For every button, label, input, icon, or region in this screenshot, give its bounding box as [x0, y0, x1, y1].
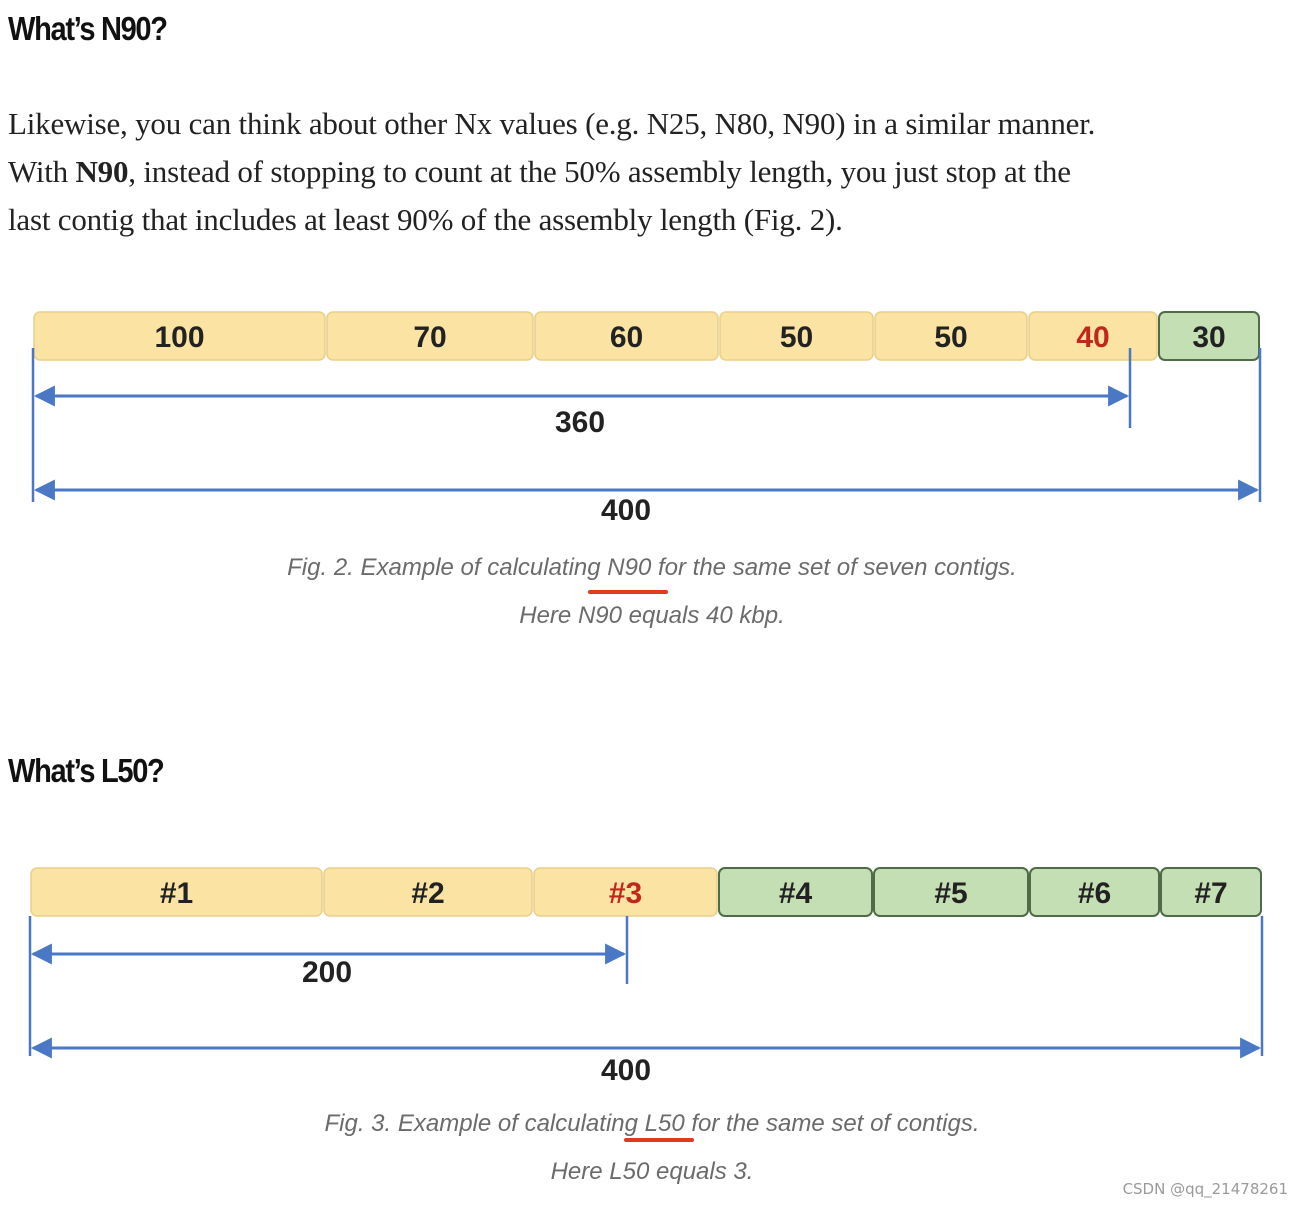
fig3-segment-3	[533, 867, 718, 917]
csdn-watermark: CSDN @qq_21478261	[1122, 1180, 1288, 1198]
fig2-label-360: 360	[555, 406, 605, 439]
figure-2-n90-diagram: 100 70 60 50 50 40 30 360 400	[0, 300, 1304, 527]
fig3-segment-label-2: #2	[411, 877, 444, 910]
paragraph-line-2-pre: With	[8, 154, 76, 189]
fig2-segment-1	[33, 311, 326, 361]
fig2-segment-7	[1158, 311, 1260, 361]
fig2-segment-label-2: 70	[413, 321, 446, 354]
fig3-label-200: 200	[302, 956, 352, 989]
fig2-segment-6	[1028, 311, 1158, 361]
fig3-segment-1	[30, 867, 323, 917]
fig3-segment-label-4: #4	[779, 877, 813, 910]
fig3-segment-2	[323, 867, 533, 917]
fig2-segment-label-4: 50	[780, 321, 813, 354]
section-heading-l50: What’s L50?	[8, 752, 165, 789]
fig2-segment-label-5: 50	[934, 321, 967, 354]
fig3-segment-7	[1160, 867, 1262, 917]
n90-red-underline	[588, 590, 668, 594]
fig3-segment-label-7: #7	[1194, 877, 1227, 910]
n90-paragraph: Likewise, you can think about other Nx v…	[8, 100, 1298, 244]
fig2-segment-3	[534, 311, 719, 361]
fig3-segment-5	[873, 867, 1029, 917]
fig2-segment-label-7: 30	[1192, 321, 1225, 354]
fig3-segment-4	[718, 867, 873, 917]
fig2-label-400: 400	[601, 494, 651, 520]
figure-3-l50-diagram: #1 #2 #3 #4 #5 #6 #7 200 400	[0, 856, 1304, 1087]
fig3-segment-label-5: #5	[934, 877, 967, 910]
paragraph-line-1: Likewise, you can think about other Nx v…	[8, 106, 1096, 141]
figure-2-caption-line-2: Here N90 equals 40 kbp.	[519, 602, 785, 629]
figure-3-caption-line-1: Fig. 3. Example of calculating L50 for t…	[324, 1110, 980, 1137]
l50-red-underline	[624, 1138, 694, 1142]
fig2-segment-2	[326, 311, 534, 361]
figure-2-svg: 100 70 60 50 50 40 30 360 400	[31, 311, 1262, 527]
figure-3-caption-line-2: Here L50 equals 3.	[550, 1158, 754, 1185]
fig3-segment-label-3: #3	[609, 877, 642, 910]
paragraph-line-3: last contig that includes at least 90% o…	[8, 202, 843, 237]
fig2-segment-label-6: 40	[1076, 321, 1109, 354]
paragraph-line-2-post: , instead of stopping to count at the 50…	[128, 154, 1071, 189]
section-heading-n90: What’s N90?	[8, 10, 168, 47]
paragraph-bold-n90: N90	[75, 154, 129, 189]
fig3-segment-6	[1029, 867, 1160, 917]
figure-3-svg: #1 #2 #3 #4 #5 #6 #7 200 400	[28, 867, 1264, 1087]
fig2-segment-5	[874, 311, 1028, 361]
fig3-segment-label-6: #6	[1078, 877, 1111, 910]
fig3-segment-label-1: #1	[160, 877, 193, 910]
fig2-segment-label-1: 100	[154, 321, 204, 354]
fig2-segment-4	[719, 311, 874, 361]
figure-2-caption-line-1: Fig. 2. Example of calculating N90 for t…	[287, 554, 1017, 581]
fig3-label-400: 400	[601, 1054, 651, 1082]
fig2-segment-label-3: 60	[610, 321, 643, 354]
